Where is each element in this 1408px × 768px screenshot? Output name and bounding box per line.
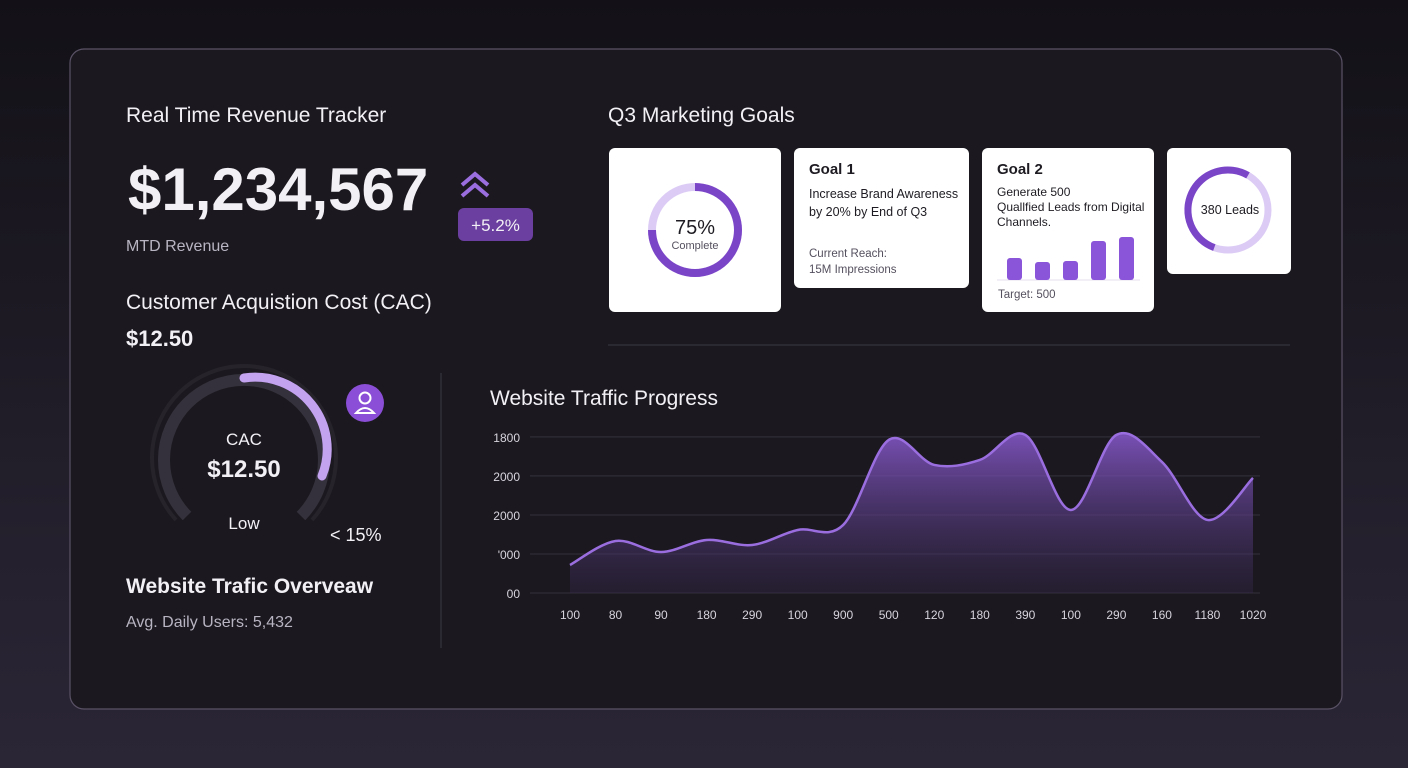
gauge-fill bbox=[239, 372, 332, 481]
goal2-target: Target: 500 bbox=[998, 289, 1056, 301]
leads-arc bbox=[1184, 166, 1250, 251]
gauge-level: Low bbox=[228, 514, 260, 533]
x-tick-label: 120 bbox=[924, 608, 944, 622]
gauge-label: CAC bbox=[226, 430, 262, 449]
x-tick-label: 90 bbox=[654, 608, 668, 622]
goal1-reach: Current Reach: bbox=[809, 248, 887, 260]
traffic-line bbox=[569, 431, 1254, 567]
cac-title: Customer Acquistion Cost (CAC) bbox=[126, 291, 432, 314]
x-tick-label: 180 bbox=[697, 608, 717, 622]
overview-title: Website Trafic Overveaw bbox=[126, 575, 374, 598]
user-icon-head bbox=[358, 391, 372, 405]
overview-users: Avg. Daily Users: 5,432 bbox=[126, 614, 293, 631]
x-tick-label: 500 bbox=[879, 608, 899, 622]
y-tick-label: 1800 bbox=[493, 431, 520, 445]
goal2-line: Channels. bbox=[997, 215, 1051, 229]
goal2-title: Goal 2 bbox=[997, 161, 1043, 178]
x-tick-label: 80 bbox=[609, 608, 623, 622]
leads-value: 380 Leads bbox=[1201, 203, 1259, 217]
x-tick-label: 1180 bbox=[1195, 608, 1221, 622]
goal1-line: Increase Brand Awareness bbox=[809, 187, 958, 201]
x-tick-label: 900 bbox=[833, 608, 853, 622]
goal1-title: Goal 1 bbox=[809, 161, 855, 178]
user-icon-body bbox=[353, 407, 377, 414]
y-tick-label: 00 bbox=[507, 587, 521, 601]
progress-label: Complete bbox=[671, 240, 718, 252]
mini-bar bbox=[1035, 262, 1050, 280]
x-tick-label: 160 bbox=[1152, 608, 1172, 622]
x-tick-label: 100 bbox=[560, 608, 580, 622]
x-tick-label: 390 bbox=[1015, 608, 1035, 622]
x-tick-label: 1020 bbox=[1240, 608, 1267, 622]
x-tick-label: 100 bbox=[788, 608, 808, 622]
revenue-label: MTD Revenue bbox=[126, 238, 229, 255]
y-tick-label: 2000 bbox=[493, 509, 520, 523]
y-tick-label: '000 bbox=[498, 548, 521, 562]
change-badge bbox=[458, 208, 533, 241]
up-icon bbox=[460, 171, 490, 198]
progress-card[interactable] bbox=[609, 148, 781, 312]
goals-title: Q3 Marketing Goals bbox=[608, 104, 795, 127]
mini-bar bbox=[1091, 241, 1106, 280]
cac-value: $12.50 bbox=[126, 326, 193, 351]
goal1-card[interactable] bbox=[794, 148, 969, 288]
goal2-card[interactable] bbox=[982, 148, 1154, 312]
goal2-line: Quallfied Leads from Digital bbox=[997, 200, 1144, 214]
goal2-line: Generate 500 bbox=[997, 185, 1071, 199]
chart-title: Website Traffic Progress bbox=[490, 387, 718, 410]
y-tick-label: 2000 bbox=[493, 470, 520, 484]
x-tick-label: 290 bbox=[742, 608, 762, 622]
revenue-amount: $1,234,567 bbox=[128, 156, 428, 223]
gauge-threshold: < 15% bbox=[330, 525, 382, 545]
mini-bar bbox=[1007, 258, 1022, 280]
gauge-outer bbox=[150, 364, 338, 522]
progress-arc bbox=[648, 183, 742, 277]
mini-bar bbox=[1119, 237, 1134, 280]
revenue-change: +5.2% bbox=[471, 216, 520, 235]
x-tick-label: 290 bbox=[1106, 608, 1126, 622]
traffic-chart: 00 '000 2000 2000 1800 100 80 90 180 290 100 900 500… bbox=[493, 431, 1266, 622]
traffic-area bbox=[570, 433, 1253, 593]
x-tick-label: 180 bbox=[970, 608, 990, 622]
revenue-title: Real Time Revenue Tracker bbox=[126, 104, 386, 127]
gauge-value: $12.50 bbox=[207, 456, 280, 483]
goal1-reach: 15M Impressions bbox=[809, 264, 897, 276]
mini-bar bbox=[1063, 261, 1078, 280]
x-tick-label: 100 bbox=[1061, 608, 1081, 622]
goal1-line: by 20% by End of Q3 bbox=[809, 205, 927, 219]
progress-value: 75% bbox=[675, 217, 715, 239]
